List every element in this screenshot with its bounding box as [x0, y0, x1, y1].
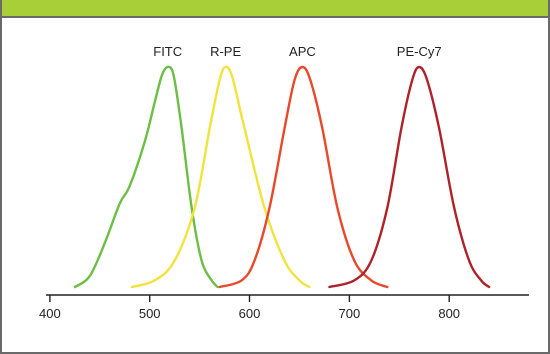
series-line-apc — [218, 65, 389, 289]
x-tick-label-600: 600 — [239, 306, 261, 321]
series-label-apc: APC — [289, 44, 316, 59]
series-labels: FITC R-PE APC PE-Cy7 — [153, 44, 441, 59]
series-label-r-pe: R-PE — [210, 44, 241, 59]
series-label-pe-cy7: PE-Cy7 — [397, 44, 442, 59]
x-axis-ticks: 400 500 600 700 800 — [39, 295, 460, 321]
header-band — [2, 0, 548, 18]
x-tick-label-400: 400 — [39, 306, 61, 321]
series-line-r-pe — [130, 65, 311, 289]
series-line-fitc — [73, 65, 219, 289]
x-tick-label-700: 700 — [339, 306, 361, 321]
x-tick-label-800: 800 — [438, 306, 460, 321]
series-curves — [73, 65, 491, 289]
x-tick-label-500: 500 — [139, 306, 161, 321]
series-line-pe-cy7 — [328, 65, 491, 289]
series-label-fitc: FITC — [153, 44, 182, 59]
